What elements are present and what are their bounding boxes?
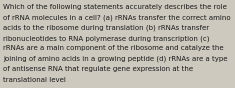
Text: rRNAs are a main component of the ribosome and catalyze the: rRNAs are a main component of the riboso…: [3, 45, 224, 51]
Text: acids to the ribosome during translation (b) rRNAs transfer: acids to the ribosome during translation…: [3, 25, 209, 31]
Text: of rRNA molecules in a cell? (a) rRNAs transfer the correct amino: of rRNA molecules in a cell? (a) rRNAs t…: [3, 14, 231, 21]
Text: translational level: translational level: [3, 77, 66, 83]
Text: ribonucleotides to RNA polymerase during transcription (c): ribonucleotides to RNA polymerase during…: [3, 35, 210, 42]
Text: Which of the following statements accurately describes the role: Which of the following statements accura…: [3, 4, 227, 10]
Text: of antisense RNA that regulate gene expression at the: of antisense RNA that regulate gene expr…: [3, 66, 193, 72]
Text: joining of amino acids in a growing peptide (d) rRNAs are a type: joining of amino acids in a growing pept…: [3, 56, 227, 62]
